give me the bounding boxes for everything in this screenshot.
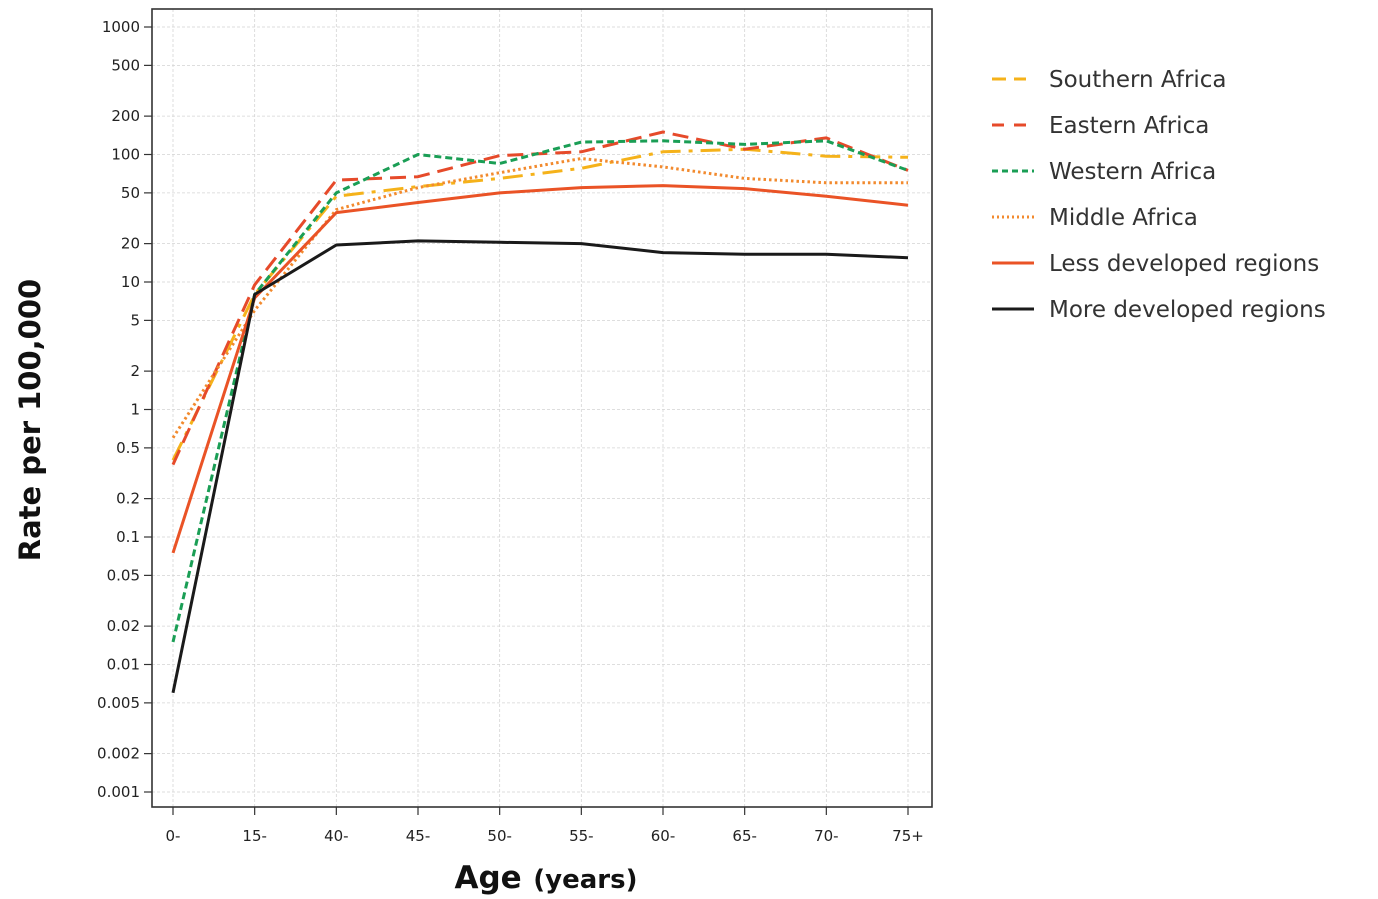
x-tick-label: 70- bbox=[814, 827, 839, 845]
y-tick-label: 0.02 bbox=[107, 617, 140, 635]
y-tick-label: 10 bbox=[121, 273, 140, 291]
y-tick-label: 20 bbox=[121, 235, 140, 253]
y-tick-label: 0.1 bbox=[116, 528, 140, 546]
x-tick-label: 65- bbox=[732, 827, 757, 845]
series-line-eastern-africa bbox=[171, 130, 909, 466]
x-axis: 0- 15- 40- 45- 50- 55- 60- 65- 70- 75+ bbox=[166, 807, 924, 845]
x-tick-label: 60- bbox=[651, 827, 676, 845]
plot-area bbox=[151, 8, 933, 808]
y-tick-label: 500 bbox=[111, 56, 140, 74]
x-tick-label: 50- bbox=[487, 827, 512, 845]
y-axis-title: Rate per 100,000 bbox=[13, 279, 47, 561]
legend-label-western-africa: Western Africa bbox=[1049, 159, 1216, 185]
x-tick-label: 75+ bbox=[892, 827, 924, 845]
y-tick-label: 50 bbox=[121, 184, 140, 202]
x-tick-label: 40- bbox=[324, 827, 349, 845]
y-tick-label: 200 bbox=[111, 107, 140, 125]
y-tick-label: 0.05 bbox=[107, 566, 140, 584]
x-tick-label: 15- bbox=[242, 827, 267, 845]
y-tick-label: 0.001 bbox=[97, 783, 140, 801]
x-tick-label: 55- bbox=[569, 827, 594, 845]
y-tick-label: 100 bbox=[111, 146, 140, 164]
x-axis-title-main: Age bbox=[455, 860, 522, 896]
series-line-western-africa bbox=[171, 139, 909, 643]
x-axis-title: Age (years) bbox=[455, 860, 638, 896]
y-tick-label: 5 bbox=[130, 311, 140, 329]
legend-label-southern-africa: Southern Africa bbox=[1049, 67, 1227, 93]
x-tick-label: 45- bbox=[406, 827, 431, 845]
y-tick-label: 0.002 bbox=[97, 745, 140, 763]
y-tick-label: 0.01 bbox=[107, 656, 140, 674]
legend-label-more-developed-regions: More developed regions bbox=[1049, 297, 1326, 323]
series-lines bbox=[171, 130, 909, 694]
series-line-middle-africa bbox=[171, 157, 908, 439]
series-line-southern-africa bbox=[171, 147, 909, 461]
y-tick-label: 2 bbox=[130, 362, 140, 380]
x-tick-label: 0- bbox=[166, 827, 181, 845]
legend-label-eastern-africa: Eastern Africa bbox=[1049, 113, 1209, 139]
y-tick-label: 0.2 bbox=[116, 490, 140, 508]
y-tick-label: 0.005 bbox=[97, 694, 140, 712]
y-tick-label: 1000 bbox=[102, 18, 140, 36]
y-axis: 1000 500 200 100 50 20 10 5 2 1 0.5 0.2 0.1 0.05 0.02 0… bbox=[97, 18, 152, 801]
y-tick-label: 1 bbox=[130, 401, 140, 419]
grid bbox=[152, 9, 932, 807]
series-line-less-developed-regions bbox=[171, 184, 909, 554]
series-line-more-developed-regions bbox=[171, 239, 909, 694]
legend-label-less-developed-regions: Less developed regions bbox=[1049, 251, 1319, 277]
legend-label-middle-africa: Middle Africa bbox=[1049, 205, 1198, 231]
legend: Southern Africa Eastern Africa Western Afr… bbox=[992, 67, 1326, 323]
x-axis-title-unit: (years) bbox=[533, 865, 637, 895]
y-tick-label: 0.5 bbox=[116, 439, 140, 457]
